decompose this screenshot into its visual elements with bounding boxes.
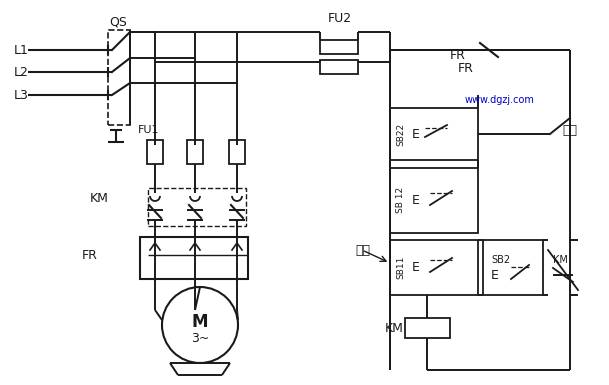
Text: FU2: FU2 — [328, 12, 352, 25]
Text: FU1: FU1 — [138, 125, 160, 135]
Text: KM: KM — [553, 255, 568, 265]
Bar — [390, 108, 478, 160]
Text: QS: QS — [109, 15, 127, 28]
Text: SB22: SB22 — [396, 122, 405, 146]
Text: KM: KM — [90, 191, 109, 204]
Bar — [187, 140, 203, 164]
Text: 3~: 3~ — [191, 331, 209, 345]
Text: SB2: SB2 — [491, 255, 510, 265]
Text: 乙地: 乙地 — [562, 124, 577, 137]
Bar — [320, 60, 358, 74]
Text: L3: L3 — [14, 89, 29, 102]
Text: M: M — [192, 313, 208, 331]
Bar — [140, 237, 248, 279]
Text: www.dgzj.com: www.dgzj.com — [465, 95, 535, 105]
Text: E: E — [412, 261, 420, 273]
Text: SB11: SB11 — [396, 255, 405, 279]
Text: E: E — [412, 127, 420, 141]
Circle shape — [162, 287, 238, 363]
Bar — [390, 168, 478, 233]
Bar — [483, 240, 543, 295]
Text: FR: FR — [82, 248, 98, 261]
Bar — [390, 240, 478, 295]
Text: 甲地: 甲地 — [355, 243, 370, 256]
Text: FR: FR — [450, 49, 466, 62]
Text: L1: L1 — [14, 44, 29, 57]
Text: KM: KM — [385, 321, 404, 335]
Bar — [148, 188, 246, 226]
Text: SB 12: SB 12 — [396, 187, 405, 213]
Bar — [405, 318, 450, 338]
Bar — [108, 30, 130, 125]
Text: E: E — [491, 268, 499, 281]
Text: L2: L2 — [14, 65, 29, 79]
Bar — [229, 140, 245, 164]
Bar — [147, 140, 163, 164]
Bar — [320, 40, 358, 54]
Text: E: E — [412, 194, 420, 206]
Text: FR: FR — [458, 62, 474, 75]
